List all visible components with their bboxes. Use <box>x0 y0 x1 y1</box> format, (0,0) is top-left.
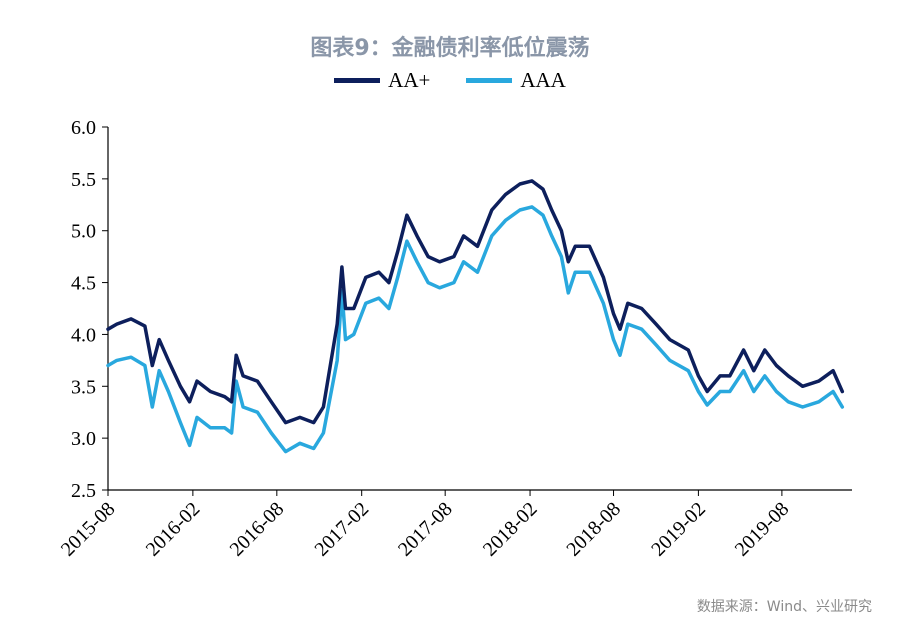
series-line-aa-plus <box>106 179 845 425</box>
x-tick-label: 2017-02 <box>311 498 374 561</box>
source-note: 数据来源：Wind、兴业研究 <box>696 599 872 615</box>
legend-label-aaa: AAA <box>520 68 566 92</box>
legend-item-aaa: AAA <box>466 68 566 93</box>
x-tick-label: 2019-02 <box>647 498 710 561</box>
y-tick-label: 5.5 <box>71 169 96 191</box>
series-line-aaa <box>106 205 845 454</box>
chart-axes <box>107 127 852 491</box>
chart-title: 图表9：金融债利率低位震荡 <box>310 36 590 61</box>
y-axis-ticks: 2.5 3.0 3.5 4.0 4.5 5.0 5.5 6.0 <box>71 117 108 502</box>
y-tick-label: 4.5 <box>71 273 96 295</box>
x-axis-ticks: 2015-08 2016-02 2016-08 2017-02 2017-08 2018-… <box>57 490 794 561</box>
y-tick-label: 2.5 <box>71 480 96 502</box>
y-tick-label: 3.0 <box>71 428 96 450</box>
legend-swatch-aa-plus <box>334 78 381 83</box>
legend-item-aa-plus: AA+ <box>334 68 430 93</box>
chart-series <box>106 179 845 454</box>
chart-legend: AA+ AAA <box>0 68 900 93</box>
y-tick-label: 4.0 <box>71 324 96 346</box>
x-tick-label: 2016-02 <box>142 498 205 561</box>
y-tick-label: 3.5 <box>71 376 96 398</box>
y-tick-label: 6.0 <box>71 117 96 139</box>
y-tick-label: 5.0 <box>71 221 96 243</box>
x-tick-label: 2019-08 <box>731 498 794 561</box>
legend-swatch-aaa <box>466 78 513 83</box>
x-tick-label: 2018-02 <box>479 498 542 561</box>
x-tick-label: 2016-08 <box>226 498 289 561</box>
x-tick-label: 2018-08 <box>562 498 625 561</box>
x-tick-label: 2017-08 <box>394 498 457 561</box>
legend-label-aa-plus: AA+ <box>388 68 431 92</box>
x-tick-label: 2015-08 <box>57 498 120 561</box>
